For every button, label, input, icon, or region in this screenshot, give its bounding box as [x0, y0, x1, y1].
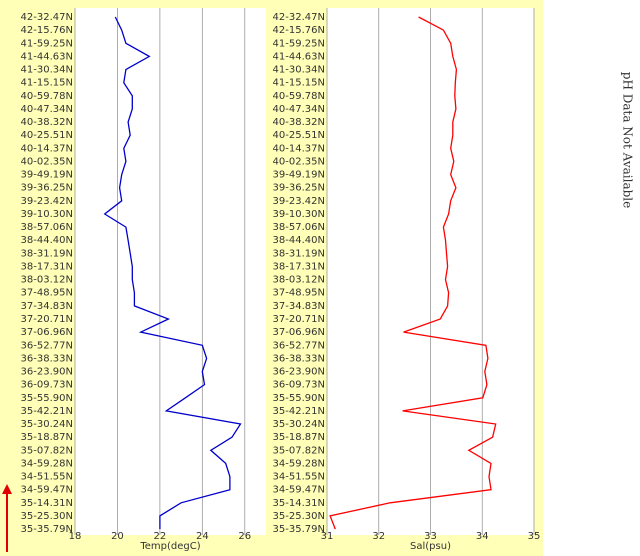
y-tick-label: 40-38.32N — [273, 117, 325, 128]
y-tick-label: 40-02.35N — [273, 156, 325, 167]
x-tick-label: 22 — [154, 531, 167, 542]
y-tick-label: 37-34.83N — [273, 301, 325, 312]
y-tick-label: 35-30.24N — [21, 419, 73, 430]
y-tick-label: 40-14.37N — [273, 143, 325, 154]
x-axis-title: Sal(psu) — [410, 541, 451, 552]
y-tick-label: 37-20.71N — [273, 314, 325, 325]
y-tick-label: 39-10.30N — [273, 209, 325, 220]
y-tick-label: 38-31.19N — [273, 248, 325, 259]
y-tick-label: 40-59.78N — [21, 91, 73, 102]
y-tick-label: 41-59.25N — [273, 38, 325, 49]
plot-area — [75, 8, 266, 535]
y-tick-label: 40-38.32N — [21, 117, 73, 128]
y-tick-label: 35-35.79N — [21, 524, 73, 535]
y-tick-label: 36-23.90N — [21, 367, 73, 378]
y-tick-label: 42-15.76N — [273, 25, 325, 36]
y-tick-label: 41-15.15N — [21, 78, 73, 89]
y-tick-label: 35-42.21N — [273, 406, 325, 417]
y-tick-label: 40-02.35N — [21, 156, 73, 167]
y-tick-label: 35-18.87N — [273, 432, 325, 443]
y-tick-label: 37-06.96N — [21, 327, 73, 338]
y-tick-label: 40-47.34N — [273, 104, 325, 115]
x-tick-label: 26 — [238, 531, 251, 542]
y-tick-label: 34-59.47N — [21, 485, 73, 496]
x-tick-label: 34 — [476, 531, 489, 542]
y-tick-label: 35-07.82N — [273, 445, 325, 456]
y-tick-label: 34-59.28N — [273, 458, 325, 469]
y-tick-label: 41-59.25N — [21, 38, 73, 49]
y-tick-label: 36-09.73N — [273, 380, 325, 391]
y-tick-label: 36-38.33N — [21, 353, 73, 364]
x-tick-label: 31 — [321, 531, 334, 542]
x-axis-title: Temp(degC) — [139, 541, 200, 552]
y-tick-label: 35-18.87N — [21, 432, 73, 443]
y-tick-label: 34-59.47N — [273, 485, 325, 496]
y-tick-label: 38-17.31N — [273, 261, 325, 272]
y-tick-label: 40-25.51N — [21, 130, 73, 141]
y-tick-label: 37-20.71N — [21, 314, 73, 325]
y-tick-label: 38-57.06N — [273, 222, 325, 233]
y-tick-label: 37-48.95N — [273, 288, 325, 299]
y-tick-label: 35-35.79N — [273, 524, 325, 535]
y-tick-label: 38-44.40N — [21, 235, 73, 246]
y-tick-label: 36-52.77N — [21, 340, 73, 351]
y-tick-label: 36-52.77N — [273, 340, 325, 351]
y-tick-label: 36-23.90N — [273, 367, 325, 378]
y-tick-label: 39-36.25N — [21, 183, 73, 194]
x-tick-label: 20 — [111, 531, 124, 542]
y-tick-label: 35-42.21N — [21, 406, 73, 417]
y-tick-label: 40-25.51N — [273, 130, 325, 141]
y-tick-label: 38-03.12N — [21, 275, 73, 286]
y-tick-label: 35-25.30N — [21, 511, 73, 522]
y-tick-label: 38-17.31N — [21, 261, 73, 272]
y-tick-label: 35-14.31N — [273, 498, 325, 509]
y-tick-label: 40-14.37N — [21, 143, 73, 154]
y-tick-label: 38-44.40N — [273, 235, 325, 246]
y-tick-label: 38-57.06N — [21, 222, 73, 233]
y-tick-label: 41-30.34N — [21, 65, 73, 76]
y-tick-label: 35-25.30N — [273, 511, 325, 522]
y-tick-label: 35-30.24N — [273, 419, 325, 430]
y-tick-label: 35-55.90N — [21, 393, 73, 404]
y-tick-label: 41-15.15N — [273, 78, 325, 89]
y-tick-label: 39-23.42N — [21, 196, 73, 207]
panels: 18 20 22 24 26 42-32.47N 42-15.76N 41-59.25N 41-… — [0, 0, 543, 556]
data-line — [329, 16, 497, 530]
y-tick-label: 34-51.55N — [21, 472, 73, 483]
y-tick-label: 41-30.34N — [273, 65, 325, 76]
y-tick-label: 37-06.96N — [273, 327, 325, 338]
direction-arrow — [2, 484, 12, 552]
x-tick-label: 24 — [196, 531, 209, 542]
y-tick-label: 37-48.95N — [21, 288, 73, 299]
y-tick-label: 42-32.47N — [273, 12, 325, 23]
y-tick-label: 37-34.83N — [21, 301, 73, 312]
y-tick-label: 39-23.42N — [273, 196, 325, 207]
y-tick-label: 39-10.30N — [21, 209, 73, 220]
y-tick-label: 38-31.19N — [21, 248, 73, 259]
y-tick-label: 41-44.63N — [21, 51, 73, 62]
x-tick-label: 33 — [424, 531, 437, 542]
y-tick-label: 36-09.73N — [21, 380, 73, 391]
y-tick-label: 42-32.47N — [21, 12, 73, 23]
y-tick-label: 34-59.28N — [21, 458, 73, 469]
data-line — [103, 16, 242, 530]
y-tick-label: 42-15.76N — [21, 25, 73, 36]
y-tick-label: 35-14.31N — [21, 498, 73, 509]
y-tick-label: 35-55.90N — [273, 393, 325, 404]
x-tick-label: 35 — [528, 531, 541, 542]
y-tick-label: 40-59.78N — [273, 91, 325, 102]
y-tick-label: 35-07.82N — [21, 445, 73, 456]
y-tick-label: 34-51.55N — [273, 472, 325, 483]
y-tick-label: 38-03.12N — [273, 275, 325, 286]
y-tick-label: 39-49.19N — [273, 170, 325, 181]
y-tick-label: 39-49.19N — [21, 170, 73, 181]
y-tick-label: 39-36.25N — [273, 183, 325, 194]
y-tick-label: 41-44.63N — [273, 51, 325, 62]
y-tick-label: 40-47.34N — [21, 104, 73, 115]
note: pH Data Not Available — [621, 72, 635, 208]
y-tick-label: 36-38.33N — [273, 353, 325, 364]
x-tick-label: 18 — [69, 531, 82, 542]
x-tick-label: 32 — [372, 531, 385, 542]
